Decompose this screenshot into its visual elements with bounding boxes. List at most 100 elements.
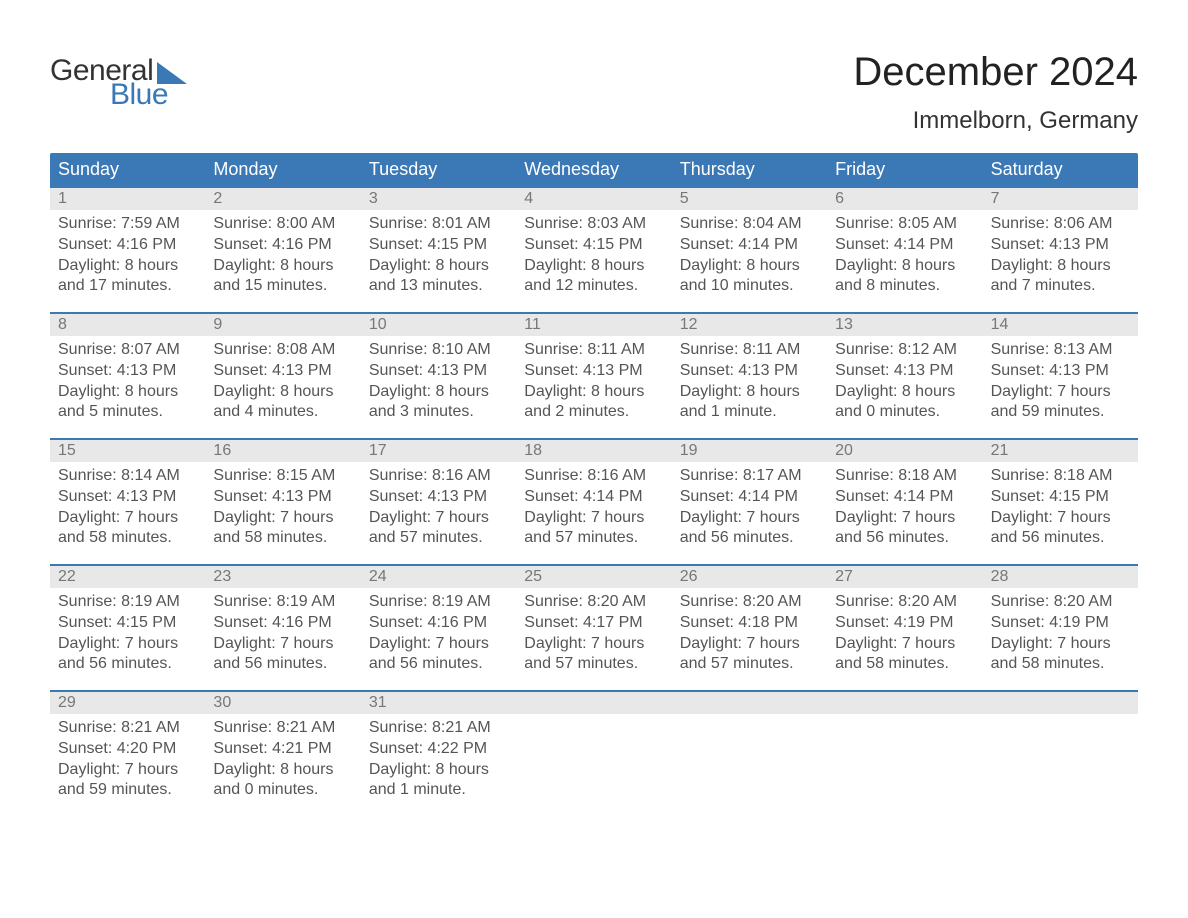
calendar-page: General Blue December 2024 Immelborn, Ge… — [0, 0, 1188, 918]
sunset-text: Sunset: 4:17 PM — [524, 613, 663, 634]
day-body: Sunrise: 8:04 AMSunset: 4:14 PMDaylight:… — [672, 210, 827, 297]
day-band: 5 — [672, 188, 827, 210]
day-number: 14 — [991, 316, 1009, 334]
sunrise-text: Sunrise: 8:11 AM — [524, 340, 663, 361]
sunrise-text: Sunrise: 8:21 AM — [58, 718, 197, 739]
dl2-text: and 0 minutes. — [213, 780, 352, 801]
day-body: Sunrise: 8:07 AMSunset: 4:13 PMDaylight:… — [50, 336, 205, 423]
day-cell: 19Sunrise: 8:17 AMSunset: 4:14 PMDayligh… — [672, 440, 827, 564]
sunset-text: Sunset: 4:21 PM — [213, 739, 352, 760]
day-body: Sunrise: 8:19 AMSunset: 4:16 PMDaylight:… — [361, 588, 516, 675]
day-number: 16 — [213, 442, 231, 460]
dl2-text: and 5 minutes. — [58, 402, 197, 423]
day-number: 28 — [991, 568, 1009, 586]
day-cell: 13Sunrise: 8:12 AMSunset: 4:13 PMDayligh… — [827, 314, 982, 438]
day-cell: 30Sunrise: 8:21 AMSunset: 4:21 PMDayligh… — [205, 692, 360, 816]
sunrise-text: Sunrise: 8:10 AM — [369, 340, 508, 361]
dl1-text: Daylight: 7 hours — [680, 508, 819, 529]
day-band: 17 — [361, 440, 516, 462]
dl2-text: and 56 minutes. — [58, 654, 197, 675]
sunset-text: Sunset: 4:16 PM — [213, 235, 352, 256]
dl1-text: Daylight: 8 hours — [369, 760, 508, 781]
sunset-text: Sunset: 4:15 PM — [58, 613, 197, 634]
day-body: Sunrise: 8:13 AMSunset: 4:13 PMDaylight:… — [983, 336, 1138, 423]
sunset-text: Sunset: 4:13 PM — [213, 361, 352, 382]
dl2-text: and 7 minutes. — [991, 276, 1130, 297]
day-cell: 24Sunrise: 8:19 AMSunset: 4:16 PMDayligh… — [361, 566, 516, 690]
dl1-text: Daylight: 7 hours — [524, 508, 663, 529]
day-number: 26 — [680, 568, 698, 586]
sunrise-text: Sunrise: 8:03 AM — [524, 214, 663, 235]
sunrise-text: Sunrise: 8:19 AM — [213, 592, 352, 613]
dow-header: Sunday — [50, 153, 205, 188]
dl1-text: Daylight: 7 hours — [991, 508, 1130, 529]
sunset-text: Sunset: 4:13 PM — [369, 487, 508, 508]
dl2-text: and 57 minutes. — [680, 654, 819, 675]
dl1-text: Daylight: 8 hours — [213, 382, 352, 403]
day-number: 5 — [680, 190, 689, 208]
dow-header: Tuesday — [361, 153, 516, 188]
dl2-text: and 56 minutes. — [991, 528, 1130, 549]
dow-header: Friday — [827, 153, 982, 188]
dl2-text: and 4 minutes. — [213, 402, 352, 423]
sunrise-text: Sunrise: 8:12 AM — [835, 340, 974, 361]
sunset-text: Sunset: 4:14 PM — [524, 487, 663, 508]
day-body: Sunrise: 8:21 AMSunset: 4:21 PMDaylight:… — [205, 714, 360, 801]
day-cell: 6Sunrise: 8:05 AMSunset: 4:14 PMDaylight… — [827, 188, 982, 312]
day-number: 20 — [835, 442, 853, 460]
dl1-text: Daylight: 8 hours — [58, 382, 197, 403]
sunset-text: Sunset: 4:13 PM — [991, 235, 1130, 256]
dl2-text: and 3 minutes. — [369, 402, 508, 423]
day-cell: 23 Sunrise: 8:19 AMSunset: 4:16 PMDayligh… — [205, 566, 360, 690]
dl1-text: Daylight: 7 hours — [213, 634, 352, 655]
weeks-container: 1Sunrise: 7:59 AMSunset: 4:16 PMDaylight… — [50, 188, 1138, 816]
sunset-text: Sunset: 4:16 PM — [58, 235, 197, 256]
dl2-text: and 59 minutes. — [58, 780, 197, 801]
sunrise-text: Sunrise: 8:18 AM — [991, 466, 1130, 487]
sunrise-text: Sunrise: 8:20 AM — [524, 592, 663, 613]
day-cell: 31Sunrise: 8:21 AMSunset: 4:22 PMDayligh… — [361, 692, 516, 816]
day-body: Sunrise: 8:19 AMSunset: 4:16 PMDaylight:… — [205, 588, 360, 675]
day-cell: 5 Sunrise: 8:04 AMSunset: 4:14 PMDaylight… — [672, 188, 827, 312]
day-body: Sunrise: 8:03 AMSunset: 4:15 PMDaylight:… — [516, 210, 671, 297]
dl1-text: Daylight: 7 hours — [58, 634, 197, 655]
sunset-text: Sunset: 4:15 PM — [991, 487, 1130, 508]
dl1-text: Daylight: 8 hours — [835, 256, 974, 277]
sunset-text: Sunset: 4:14 PM — [835, 487, 974, 508]
sunset-text: Sunset: 4:16 PM — [369, 613, 508, 634]
day-cell: 28Sunrise: 8:20 AMSunset: 4:19 PMDayligh… — [983, 566, 1138, 690]
day-body: Sunrise: 8:19 AMSunset: 4:15 PMDaylight:… — [50, 588, 205, 675]
dl2-text: and 56 minutes. — [369, 654, 508, 675]
dl2-text: and 0 minutes. — [835, 402, 974, 423]
sunrise-text: Sunrise: 8:19 AM — [58, 592, 197, 613]
day-number: 6 — [835, 190, 844, 208]
dl1-text: Daylight: 8 hours — [524, 256, 663, 277]
day-cell: 16Sunrise: 8:15 AMSunset: 4:13 PMDayligh… — [205, 440, 360, 564]
sunrise-text: Sunrise: 8:16 AM — [369, 466, 508, 487]
day-cell: 22Sunrise: 8:19 AMSunset: 4:15 PMDayligh… — [50, 566, 205, 690]
sunrise-text: Sunrise: 8:07 AM — [58, 340, 197, 361]
day-band: 30 — [205, 692, 360, 714]
dl2-text: and 56 minutes. — [835, 528, 974, 549]
day-cell: 10Sunrise: 8:10 AMSunset: 4:13 PMDayligh… — [361, 314, 516, 438]
day-number: 17 — [369, 442, 387, 460]
dl1-text: Daylight: 8 hours — [369, 382, 508, 403]
day-band: 1 — [50, 188, 205, 210]
day-body: Sunrise: 8:06 AMSunset: 4:13 PMDaylight:… — [983, 210, 1138, 297]
dl1-text: Daylight: 7 hours — [991, 634, 1130, 655]
sunset-text: Sunset: 4:15 PM — [524, 235, 663, 256]
day-band: 20 — [827, 440, 982, 462]
brand-line2: Blue — [110, 80, 187, 110]
dl1-text: Daylight: 7 hours — [369, 634, 508, 655]
sunset-text: Sunset: 4:16 PM — [213, 613, 352, 634]
day-cell: 4Sunrise: 8:03 AMSunset: 4:15 PMDaylight… — [516, 188, 671, 312]
sunrise-text: Sunrise: 8:08 AM — [213, 340, 352, 361]
day-cell: 20Sunrise: 8:18 AMSunset: 4:14 PMDayligh… — [827, 440, 982, 564]
dl2-text: and 58 minutes. — [58, 528, 197, 549]
empty-cell — [983, 692, 1138, 816]
day-band: 9 — [205, 314, 360, 336]
dl2-text: and 58 minutes. — [991, 654, 1130, 675]
sunset-text: Sunset: 4:15 PM — [369, 235, 508, 256]
dl2-text: and 57 minutes. — [369, 528, 508, 549]
day-number: 23 — [213, 568, 231, 586]
